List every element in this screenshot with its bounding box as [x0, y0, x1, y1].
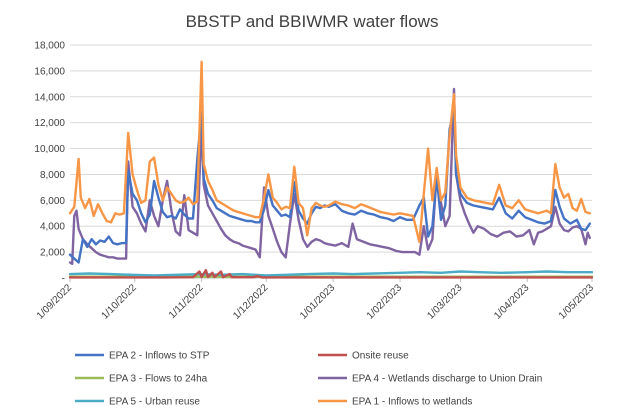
y-tick-label: 16,000	[34, 66, 65, 77]
x-tick-label: 1/05/2023	[557, 282, 597, 322]
series-line-1	[68, 269, 594, 279]
x-tick-label: 1/12/2022	[231, 282, 271, 322]
x-tick-label: 1/03/2023	[425, 282, 465, 322]
legend-label: EPA 5 - Urban reuse	[109, 397, 200, 408]
y-tick-label: 2,000	[40, 248, 65, 259]
x-tick-label: 1/02/2023	[365, 282, 405, 322]
series-line-3	[68, 87, 591, 265]
y-axis: - 2,000 4,000 6,000 8,000 10,000 12,000 14,000 1…	[34, 41, 65, 285]
y-tick-label: 12,000	[34, 118, 65, 129]
y-tick-label: -	[62, 274, 65, 285]
legend-label: EPA 2 - Inflows to STP	[109, 351, 210, 362]
legend-label: EPA 1 - Inflows to wetlands	[352, 397, 472, 408]
legend-label: EPA 4 - Wetlands discharge to Union Drai…	[352, 374, 542, 385]
y-tick-label: 8,000	[40, 170, 65, 181]
x-tick-label: 1/11/2022	[167, 282, 206, 321]
y-tick-label: 14,000	[34, 92, 65, 103]
gridlines	[70, 44, 592, 279]
x-tick-label: 1/01/2023	[298, 282, 338, 322]
x-tick-label: 1/09/2022	[35, 282, 75, 322]
y-tick-label: 4,000	[40, 222, 65, 233]
y-tick-label: 6,000	[40, 196, 65, 207]
series-line-5	[68, 60, 591, 244]
x-tick-label: 1/10/2022	[100, 282, 140, 322]
x-axis: 1/09/2022 1/10/2022 1/11/2022 1/12/2022 1/01…	[35, 278, 597, 322]
plot-area	[68, 60, 594, 279]
chart-title: BBSTP and BBIWMR water flows	[186, 12, 439, 31]
legend-label: EPA 3 - Flows to 24ha	[109, 374, 208, 385]
y-tick-label: 10,000	[34, 144, 65, 155]
legend: EPA 2 - Inflows to STP Onsite reuse EPA 3 …	[75, 351, 542, 408]
x-tick-label: 1/04/2023	[492, 282, 532, 322]
series-line-4	[68, 270, 594, 277]
series-line-0	[68, 108, 591, 264]
y-tick-label: 18,000	[34, 41, 65, 52]
legend-label: Onsite reuse	[352, 351, 409, 362]
